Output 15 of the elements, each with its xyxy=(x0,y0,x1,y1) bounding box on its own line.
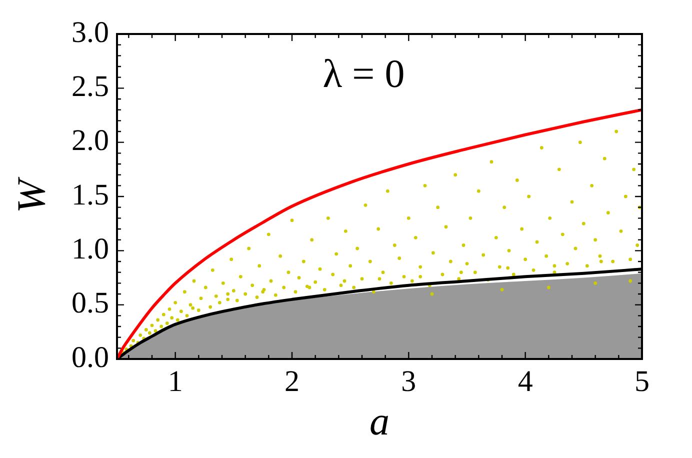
y-tick-label: 2.0 xyxy=(72,124,109,158)
y-tick-label: 1.5 xyxy=(72,178,109,212)
x-tick-label: 5 xyxy=(634,364,650,398)
annotation: λ = 0 xyxy=(322,50,405,96)
x-tick-label: 1 xyxy=(168,364,183,398)
x-tick-label: 3 xyxy=(401,364,416,398)
y-tick-label: 2.5 xyxy=(72,70,109,104)
y-tick-label: 0.5 xyxy=(72,286,109,320)
x-axis-title: a xyxy=(370,398,390,444)
x-tick-label: 4 xyxy=(518,364,533,398)
y-tick-label: 3.0 xyxy=(72,16,109,49)
x-tick-label: 2 xyxy=(284,364,300,398)
y-axis-title: W xyxy=(8,176,54,214)
y-tick-label: 1.0 xyxy=(72,232,109,266)
y-tick-label: 0.0 xyxy=(72,340,109,374)
